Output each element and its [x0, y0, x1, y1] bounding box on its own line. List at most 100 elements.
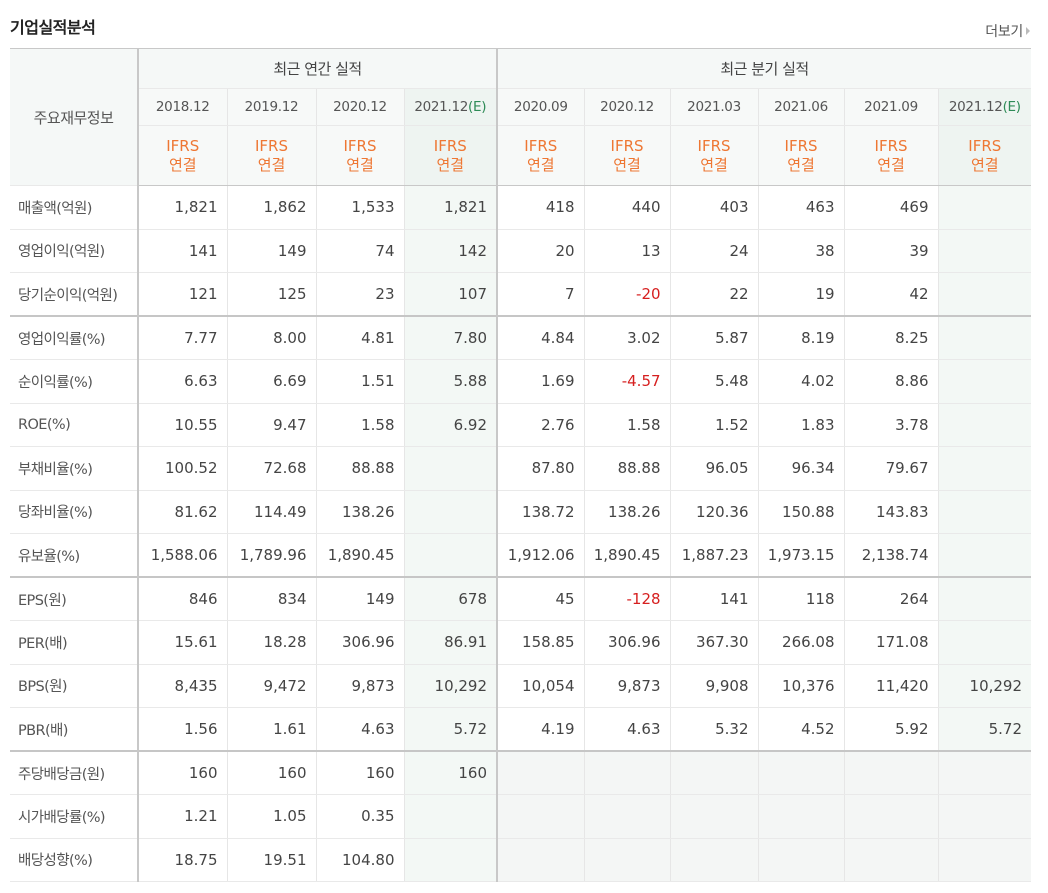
more-link[interactable]: 더보기	[985, 21, 1030, 41]
period-header: 2020.12	[315, 88, 404, 126]
row-label: 영업이익(억원)	[10, 229, 139, 273]
value-cell: 38	[757, 229, 845, 273]
annual-group-header: 최근 연간 실적	[137, 48, 499, 89]
value-cell: 834	[226, 576, 316, 621]
value-cell	[403, 446, 499, 491]
value-cell: 9.47	[226, 403, 316, 447]
value-cell: 1.69	[496, 359, 585, 404]
period-header: 2020.09	[496, 88, 585, 126]
value-cell: 9,873	[315, 664, 404, 708]
value-cell	[843, 838, 939, 882]
row-label: 매출액(억원)	[10, 185, 139, 230]
period-header: 2021.09	[843, 88, 939, 126]
row-label: 영업이익률(%)	[10, 315, 139, 360]
value-cell	[843, 794, 939, 839]
row-label: 배당성향(%)	[10, 838, 139, 882]
row-label: PER(배)	[10, 620, 139, 665]
accounting-standard-cell: IFRS 연결	[757, 125, 845, 186]
ifrs-label: IFRS	[524, 136, 558, 155]
table-row: 주당배당금(원) 160 160 160 160	[10, 750, 1032, 795]
ifrs-label: IFRS	[255, 136, 288, 155]
value-cell	[937, 229, 1032, 273]
table-row: 부채비율(%) 100.52 72.68 88.88 87.80 88.88 96.05 96…	[10, 446, 1032, 491]
value-cell: 1.58	[583, 403, 671, 447]
value-cell: 1,821	[137, 185, 227, 230]
value-cell: 306.96	[583, 620, 671, 665]
row-label: 유보율(%)	[10, 533, 139, 578]
value-cell: 1,890.45	[315, 533, 404, 578]
value-cell: 149	[226, 229, 316, 273]
value-cell	[937, 403, 1032, 447]
value-cell: 10,054	[496, 664, 585, 708]
period-label: 2021.03	[687, 99, 741, 115]
value-cell	[937, 359, 1032, 404]
value-cell: 8.00	[226, 315, 316, 360]
value-cell: 45	[496, 576, 585, 621]
value-cell: 8.25	[843, 315, 939, 360]
value-cell: 9,908	[669, 664, 759, 708]
value-cell: 18.75	[137, 838, 227, 882]
consolidated-label: 연결	[168, 155, 197, 174]
value-cell: 0.35	[315, 794, 404, 839]
value-cell: 39	[843, 229, 939, 273]
corner-header: 주요재무정보	[10, 48, 139, 186]
value-cell: 10,292	[403, 664, 499, 708]
value-cell: 463	[757, 185, 845, 230]
row-label: 순이익률(%)	[10, 359, 139, 404]
accounting-standard-cell: IFRS 연결	[843, 125, 939, 186]
value-cell: 142	[403, 229, 499, 273]
value-cell: 138.26	[315, 490, 404, 534]
consolidated-label: 연결	[700, 155, 728, 174]
value-cell	[403, 533, 499, 578]
value-cell: 2.76	[496, 403, 585, 447]
accounting-standard-cell: IFRS 연결	[669, 125, 759, 186]
value-cell: 22	[669, 272, 759, 317]
value-cell: 1.21	[137, 794, 227, 839]
accounting-standard-cell: IFRS 연결	[583, 125, 671, 186]
value-cell: 125	[226, 272, 316, 317]
ifrs-label: IFRS	[610, 136, 644, 155]
row-label: 부채비율(%)	[10, 446, 139, 491]
table-row: 순이익률(%) 6.63 6.69 1.51 5.88 1.69 -4.57 5.48 4.02…	[10, 359, 1032, 404]
value-cell: 100.52	[137, 446, 227, 491]
period-label: 2020.09	[513, 99, 568, 115]
row-label: ROE(%)	[10, 403, 139, 447]
value-cell: 160	[403, 750, 499, 795]
value-cell: 150.88	[757, 490, 845, 534]
value-cell: 19	[757, 272, 845, 317]
value-cell: 7	[496, 272, 585, 317]
accounting-standard-row: IFRS 연결 IFRS 연결 IFRS 연결 IFRS 연결 IFRS 연결 IFRS 연결 IFRS…	[10, 125, 1032, 186]
value-cell: 118	[757, 576, 845, 621]
value-cell: 1.05	[226, 794, 316, 839]
value-cell: 138.26	[583, 490, 671, 534]
value-cell: 7.80	[403, 315, 499, 360]
value-cell: 160	[315, 750, 404, 795]
value-cell: 10.55	[137, 403, 227, 447]
value-cell: 5.87	[669, 315, 759, 360]
value-cell	[669, 750, 759, 795]
table-body: 매출액(억원) 1,821 1,862 1,533 1,821 418 440 403 463 4…	[10, 185, 1032, 882]
table-row: ROE(%) 10.55 9.47 1.58 6.92 2.76 1.58 1.52 1.83 3…	[10, 403, 1032, 447]
value-cell	[583, 750, 671, 795]
accounting-standard-cell: IFRS 연결	[403, 125, 499, 186]
value-cell: -4.57	[583, 359, 671, 404]
value-cell: 1.52	[669, 403, 759, 447]
value-cell	[757, 794, 845, 839]
value-cell: 678	[403, 576, 499, 621]
value-cell: 86.91	[403, 620, 499, 665]
value-cell: 6.63	[137, 359, 227, 404]
value-cell	[583, 794, 671, 839]
value-cell: 24	[669, 229, 759, 273]
value-cell: 8.19	[757, 315, 845, 360]
row-label: PBR(배)	[10, 707, 139, 752]
value-cell: 81.62	[137, 490, 227, 534]
value-cell: 158.85	[496, 620, 585, 665]
accounting-standard-cell: IFRS 연결	[138, 125, 227, 186]
period-label: 2021.12	[414, 99, 469, 115]
estimate-marker: (E)	[1002, 99, 1021, 115]
row-label: EPS(원)	[10, 576, 139, 621]
value-cell: 171.08	[843, 620, 939, 665]
period-label: 2019.12	[244, 99, 299, 115]
more-label: 더보기	[985, 24, 1023, 40]
value-cell: 143.83	[843, 490, 939, 534]
